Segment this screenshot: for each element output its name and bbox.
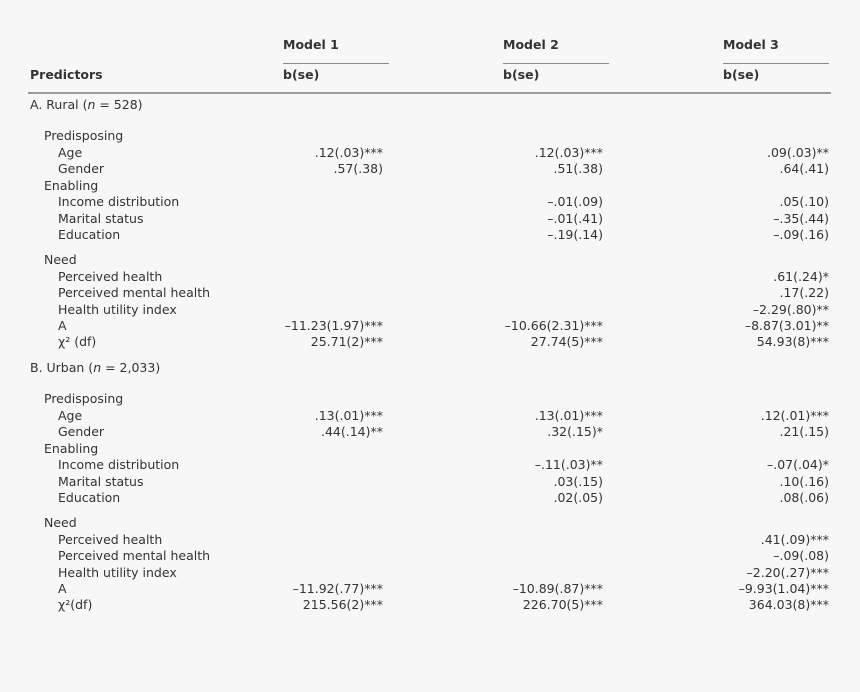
table-cell-model-3: –.07(.04)* — [766, 457, 829, 472]
predictors-header: Predictors — [30, 67, 103, 82]
model-2-header: Model 2 — [503, 37, 559, 52]
section-title-suffix: = 528) — [95, 97, 143, 112]
predictor-label: Perceived mental health — [58, 285, 211, 300]
section-title: A. Rural (n = 528) — [30, 97, 143, 112]
table-cell-model-2: .12(.03)*** — [534, 145, 603, 160]
table-cell-model-3: .09(.03)** — [766, 145, 829, 160]
model-1-rule — [283, 63, 389, 64]
table-cell-model-1: –11.92(.77)*** — [292, 581, 383, 596]
table-cell-model-3: .10(.16) — [779, 474, 829, 489]
group-label: Predisposing — [44, 128, 124, 143]
predictor-label: Age — [58, 408, 83, 423]
table-cell-model-3: –.35(.44) — [773, 211, 829, 226]
predictor-label: Gender — [58, 424, 105, 439]
section-n-label: n — [93, 360, 102, 375]
group-label: Enabling — [44, 178, 99, 193]
table-cell-model-3: –8.87(3.01)** — [744, 318, 829, 333]
table-cell-model-3: –.09(.08) — [773, 548, 829, 563]
table-cell-model-2: .02(.05) — [553, 490, 603, 505]
table-cell-model-1: .12(.03)*** — [314, 145, 383, 160]
predictor-label: Perceived health — [58, 269, 163, 284]
model-2-rule — [503, 63, 609, 64]
predictor-label: Health utility index — [58, 565, 177, 580]
table-cell-model-2: –.01(.09) — [547, 194, 603, 209]
table-cell-model-3: .41(.09)*** — [760, 532, 829, 547]
predictor-label: A — [58, 318, 67, 333]
table-cell-model-1: 25.71(2)*** — [310, 334, 383, 349]
model-1-header: Model 1 — [283, 37, 339, 52]
table-cell-model-2: –10.66(2.31)*** — [504, 318, 603, 333]
predictor-label: Gender — [58, 161, 105, 176]
table-cell-model-2: –.19(.14) — [547, 227, 603, 242]
table-cell-model-2: .13(.01)*** — [534, 408, 603, 423]
table-cell-model-2: .32(.15)* — [547, 424, 603, 439]
table-cell-model-3: .08(.06) — [779, 490, 829, 505]
predictor-label: Health utility index — [58, 302, 177, 317]
table-cell-model-2: –.01(.41) — [547, 211, 603, 226]
table-cell-model-2: 27.74(5)*** — [530, 334, 603, 349]
table-cell-model-1: .44(.14)** — [320, 424, 383, 439]
table-cell-model-3: 54.93(8)*** — [756, 334, 829, 349]
table-cell-model-3: .64(.41) — [779, 161, 829, 176]
group-label: Need — [44, 515, 77, 530]
predictor-label: Perceived health — [58, 532, 163, 547]
table-cell-model-2: –.11(.03)** — [534, 457, 603, 472]
table-cell-model-2: .03(.15) — [553, 474, 603, 489]
predictor-label: A — [58, 581, 67, 596]
group-label: Enabling — [44, 441, 99, 456]
table-cell-model-3: –2.20(.27)*** — [746, 565, 829, 580]
header-rule — [28, 92, 831, 94]
predictor-label: χ² (df) — [58, 334, 97, 349]
section-n-label: n — [87, 97, 96, 112]
predictor-label: Education — [58, 490, 121, 505]
table-cell-model-1: .13(.01)*** — [314, 408, 383, 423]
group-label: Need — [44, 252, 77, 267]
table-cell-model-3: –.09(.16) — [773, 227, 829, 242]
predictor-label: Age — [58, 145, 83, 160]
predictor-label: Perceived mental health — [58, 548, 211, 563]
section-title-suffix: = 2,033) — [101, 360, 161, 375]
section-title-prefix: B. Urban ( — [30, 360, 94, 375]
table-cell-model-2: 226.70(5)*** — [522, 597, 603, 612]
section-title-prefix: A. Rural ( — [30, 97, 88, 112]
predictor-label: Education — [58, 227, 121, 242]
table-cell-model-1: 215.56(2)*** — [302, 597, 383, 612]
model-3-header: Model 3 — [723, 37, 779, 52]
group-label: Predisposing — [44, 391, 124, 406]
predictor-label: Marital status — [58, 211, 144, 226]
table-cell-model-3: 364.03(8)*** — [748, 597, 829, 612]
predictor-label: Income distribution — [58, 457, 180, 472]
table-cell-model-3: .21(.15) — [779, 424, 829, 439]
table-cell-model-3: .17(.22) — [779, 285, 829, 300]
table-cell-model-2: –10.89(.87)*** — [512, 581, 603, 596]
section-title: B. Urban (n = 2,033) — [30, 360, 160, 375]
table-cell-model-3: –2.29(.80)** — [752, 302, 829, 317]
model-1-subhead: b(se) — [283, 67, 320, 82]
model-3-subhead: b(se) — [723, 67, 760, 82]
table-cell-model-1: .57(.38) — [333, 161, 383, 176]
table-cell-model-2: .51(.38) — [553, 161, 603, 176]
predictor-label: Income distribution — [58, 194, 180, 209]
table-cell-model-3: .05(.10) — [779, 194, 829, 209]
table-cell-model-1: –11.23(1.97)*** — [284, 318, 383, 333]
predictor-label: χ²(df) — [58, 597, 93, 612]
table-cell-model-3: .12(.01)*** — [760, 408, 829, 423]
model-2-subhead: b(se) — [503, 67, 540, 82]
table-cell-model-3: .61(.24)* — [773, 269, 829, 284]
predictor-label: Marital status — [58, 474, 144, 489]
model-3-rule — [723, 63, 829, 64]
table-cell-model-3: –9.93(1.04)*** — [738, 581, 829, 596]
